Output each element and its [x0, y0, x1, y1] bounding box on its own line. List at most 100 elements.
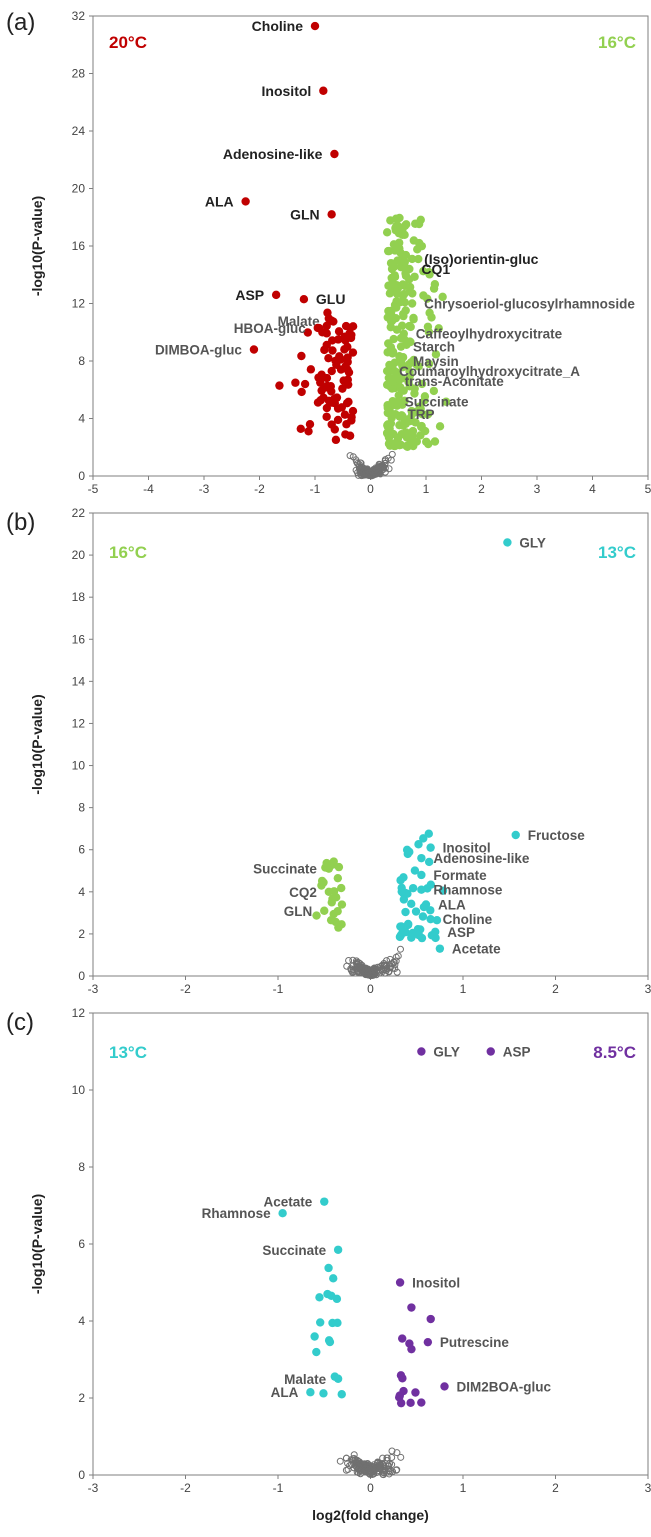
significant-point: [408, 883, 418, 893]
y-tick-label: 12: [72, 716, 86, 730]
significant-point: [382, 366, 392, 376]
metabolite-label: ALA: [438, 897, 466, 912]
significant-point: [320, 1197, 329, 1206]
nonsignificant-point: [374, 1467, 382, 1475]
significant-point: [407, 254, 417, 264]
significant-point: [503, 538, 512, 547]
metabolite-label: GLN: [284, 904, 313, 919]
significant-point: [327, 366, 336, 376]
nonsignificant-point: [383, 1454, 391, 1462]
significant-point: [241, 197, 250, 206]
metabolite-label: trans-Aconitate: [405, 374, 505, 389]
metabolite-label: Acetate: [452, 942, 501, 957]
y-axis-title: -log10(P-value): [29, 196, 45, 296]
y-tick-label: 18: [72, 590, 86, 604]
significant-point: [312, 1347, 321, 1357]
significant-point: [348, 348, 358, 357]
significant-point: [328, 1318, 337, 1328]
significant-point: [397, 374, 406, 383]
significant-point: [397, 887, 406, 896]
significant-point: [333, 415, 343, 425]
significant-point: [405, 382, 414, 391]
significant-point: [417, 870, 426, 880]
panel-a: -5 -4 -3 -2 -1 0 1 2 3 4 5048121620242832(a)-log10…: [6, 9, 651, 496]
metabolite-label: Choline: [252, 18, 304, 34]
significant-point: [323, 308, 332, 317]
metabolite-label: DIMBOA-gluc: [155, 343, 242, 358]
significant-point: [416, 431, 425, 440]
nonsignificant-point: [388, 1447, 396, 1455]
significant-point: [419, 834, 428, 843]
significant-point: [385, 289, 395, 298]
x-tick-label: -1: [310, 482, 321, 496]
nonsignificant-point: [391, 964, 399, 972]
nonsignificant-point: [365, 469, 373, 477]
nonsignificant-point: [392, 957, 400, 965]
nonsignificant-point: [336, 1457, 344, 1465]
significant-point: [394, 1393, 404, 1402]
nonsignificant-point: [381, 460, 389, 468]
metabolite-label: Acetate: [263, 1195, 312, 1210]
significant-point: [407, 899, 416, 909]
significant-point: [317, 881, 326, 890]
left-condition-label: 20°C: [109, 33, 147, 52]
significant-point: [417, 379, 427, 389]
nonsignificant-point: [376, 468, 384, 476]
nonsignificant-point: [381, 464, 389, 472]
significant-point: [389, 334, 398, 344]
significant-point: [397, 386, 407, 395]
significant-point: [415, 402, 424, 411]
nonsignificant-point: [362, 965, 370, 973]
y-axis-title: -log10(P-value): [29, 1194, 45, 1294]
nonsignificant-point: [346, 452, 354, 460]
significant-point: [414, 930, 424, 940]
significant-point: [431, 927, 440, 937]
significant-point: [423, 322, 433, 331]
significant-point: [396, 297, 405, 307]
significant-point: [391, 222, 401, 231]
significant-point: [340, 332, 349, 341]
significant-point: [438, 886, 448, 895]
significant-point: [337, 1390, 346, 1399]
significant-point: [438, 292, 447, 302]
significant-point: [300, 379, 310, 389]
y-tick-label: 10: [72, 759, 86, 773]
plot-frame: [92, 1012, 649, 1476]
significant-point: [396, 356, 406, 366]
significant-point: [387, 280, 397, 289]
significant-point: [322, 412, 331, 421]
significant-point: [297, 387, 306, 397]
significant-point: [278, 1209, 287, 1218]
nonsignificant-point: [353, 458, 361, 466]
y-tick-label: 4: [78, 412, 85, 426]
y-tick-label: 2: [78, 927, 85, 941]
y-tick-label: 2: [78, 1391, 85, 1405]
panel-c: -3 -2 -1 0 1 2 3024681012(c)-log10(P-value)log…: [6, 1006, 651, 1523]
significant-point: [388, 376, 397, 386]
significant-point: [306, 1388, 315, 1397]
x-tick-label: 1: [423, 482, 430, 496]
metabolite-label: Putrescine: [440, 1335, 510, 1350]
significant-point: [400, 230, 409, 240]
nonsignificant-point: [388, 1454, 396, 1462]
significant-point: [332, 1294, 342, 1304]
metabolite-label: DIM2BOA-gluc: [457, 1379, 552, 1394]
y-tick-label: 4: [78, 1314, 85, 1328]
significant-point: [388, 397, 397, 406]
significant-point: [249, 345, 259, 354]
significant-point: [325, 1337, 335, 1347]
x-axis-title: log2(fold change): [312, 1507, 429, 1523]
nonsignificant-point: [397, 1453, 405, 1461]
significant-point: [411, 907, 421, 916]
significant-point: [312, 911, 321, 920]
significant-point: [333, 1374, 343, 1383]
metabolite-label: Malate: [284, 1372, 327, 1387]
metabolite-label: Succinate: [253, 862, 317, 877]
significant-point: [324, 887, 334, 897]
significant-point: [384, 433, 394, 442]
y-tick-label: 20: [72, 182, 86, 196]
x-tick-label: -2: [254, 482, 265, 496]
significant-point: [417, 1398, 426, 1407]
significant-point: [320, 345, 329, 355]
